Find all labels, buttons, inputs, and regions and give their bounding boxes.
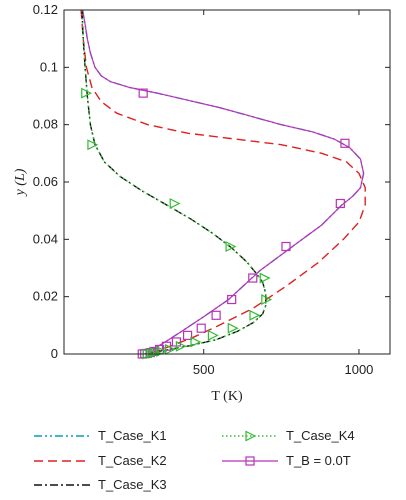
series-line-k4 [81, 10, 267, 354]
marker-triangle [164, 343, 176, 355]
y-tick-label: 0.04 [33, 231, 58, 246]
legend-marker-triangle [245, 430, 257, 442]
marker-triangle [249, 309, 261, 321]
legend-item-k1: T_Case_K1 [34, 428, 167, 443]
legend: T_Case_K1 T_Case_K2 T_Case_K3 T_Case_K4 T_B … [34, 428, 355, 492]
y-tick-label: 0.12 [33, 2, 58, 17]
legend-item-k4: T_Case_K4 [222, 428, 355, 443]
marker-layer [81, 87, 350, 360]
marker-square [138, 88, 148, 98]
marker-triangle [169, 198, 181, 209]
marker-triangle [81, 87, 93, 99]
marker-square [227, 294, 237, 305]
y-axis-title: y (L) [13, 168, 28, 197]
series-layer [80, 10, 366, 354]
marker-square [211, 310, 221, 320]
y-tick-label: 0 [51, 346, 58, 361]
legend-label: T_Case_K3 [98, 477, 167, 492]
legend-label: T_Case_K1 [98, 428, 167, 443]
marker-square [248, 273, 258, 283]
axis-layer: 0 0.02 0.04 0.06 0.08 0.1 0.12 500 1000 [33, 2, 390, 377]
plot-frame [63, 9, 391, 355]
legend-item-b: T_B = 0.0T [222, 453, 351, 468]
marker-square [182, 330, 193, 340]
series-line-k1 [81, 10, 365, 354]
marker-triangle [87, 139, 99, 151]
legend-label: T_Case_K4 [286, 428, 355, 443]
series-line-k2 [80, 10, 366, 354]
x-tick-label: 500 [193, 362, 215, 377]
marker-square [196, 323, 206, 333]
x-axis-title: T (K) [211, 389, 243, 404]
marker-triangle [259, 272, 271, 284]
marker-square [340, 138, 350, 148]
x-tick-label: 1000 [344, 362, 373, 377]
marker-triangle [207, 329, 219, 341]
marker-triangle [261, 294, 273, 306]
y-tick-label: 0.08 [33, 117, 58, 132]
y-tick-label: 0.02 [33, 289, 58, 304]
marker-square [281, 241, 291, 252]
legend-label: T_B = 0.0T [286, 453, 351, 468]
y-tick-label: 0.1 [40, 59, 58, 74]
series-line-k3 [81, 10, 267, 354]
marker-square [335, 198, 345, 209]
marker-triangle [225, 241, 237, 252]
marker-triangle [175, 340, 187, 352]
legend-item-k3: T_Case_K3 [34, 477, 167, 492]
legend-label: T_Case_K2 [98, 453, 167, 468]
marker-triangle [146, 347, 158, 359]
series-line-b [82, 10, 365, 354]
marker-square [161, 341, 172, 351]
y-tick-label: 0.06 [33, 174, 58, 189]
legend-item-k2: T_Case_K2 [34, 453, 167, 468]
legend-marker-square [245, 456, 255, 466]
marker-triangle [227, 322, 239, 334]
marker-triangle [190, 336, 202, 348]
marker-square [155, 344, 165, 355]
